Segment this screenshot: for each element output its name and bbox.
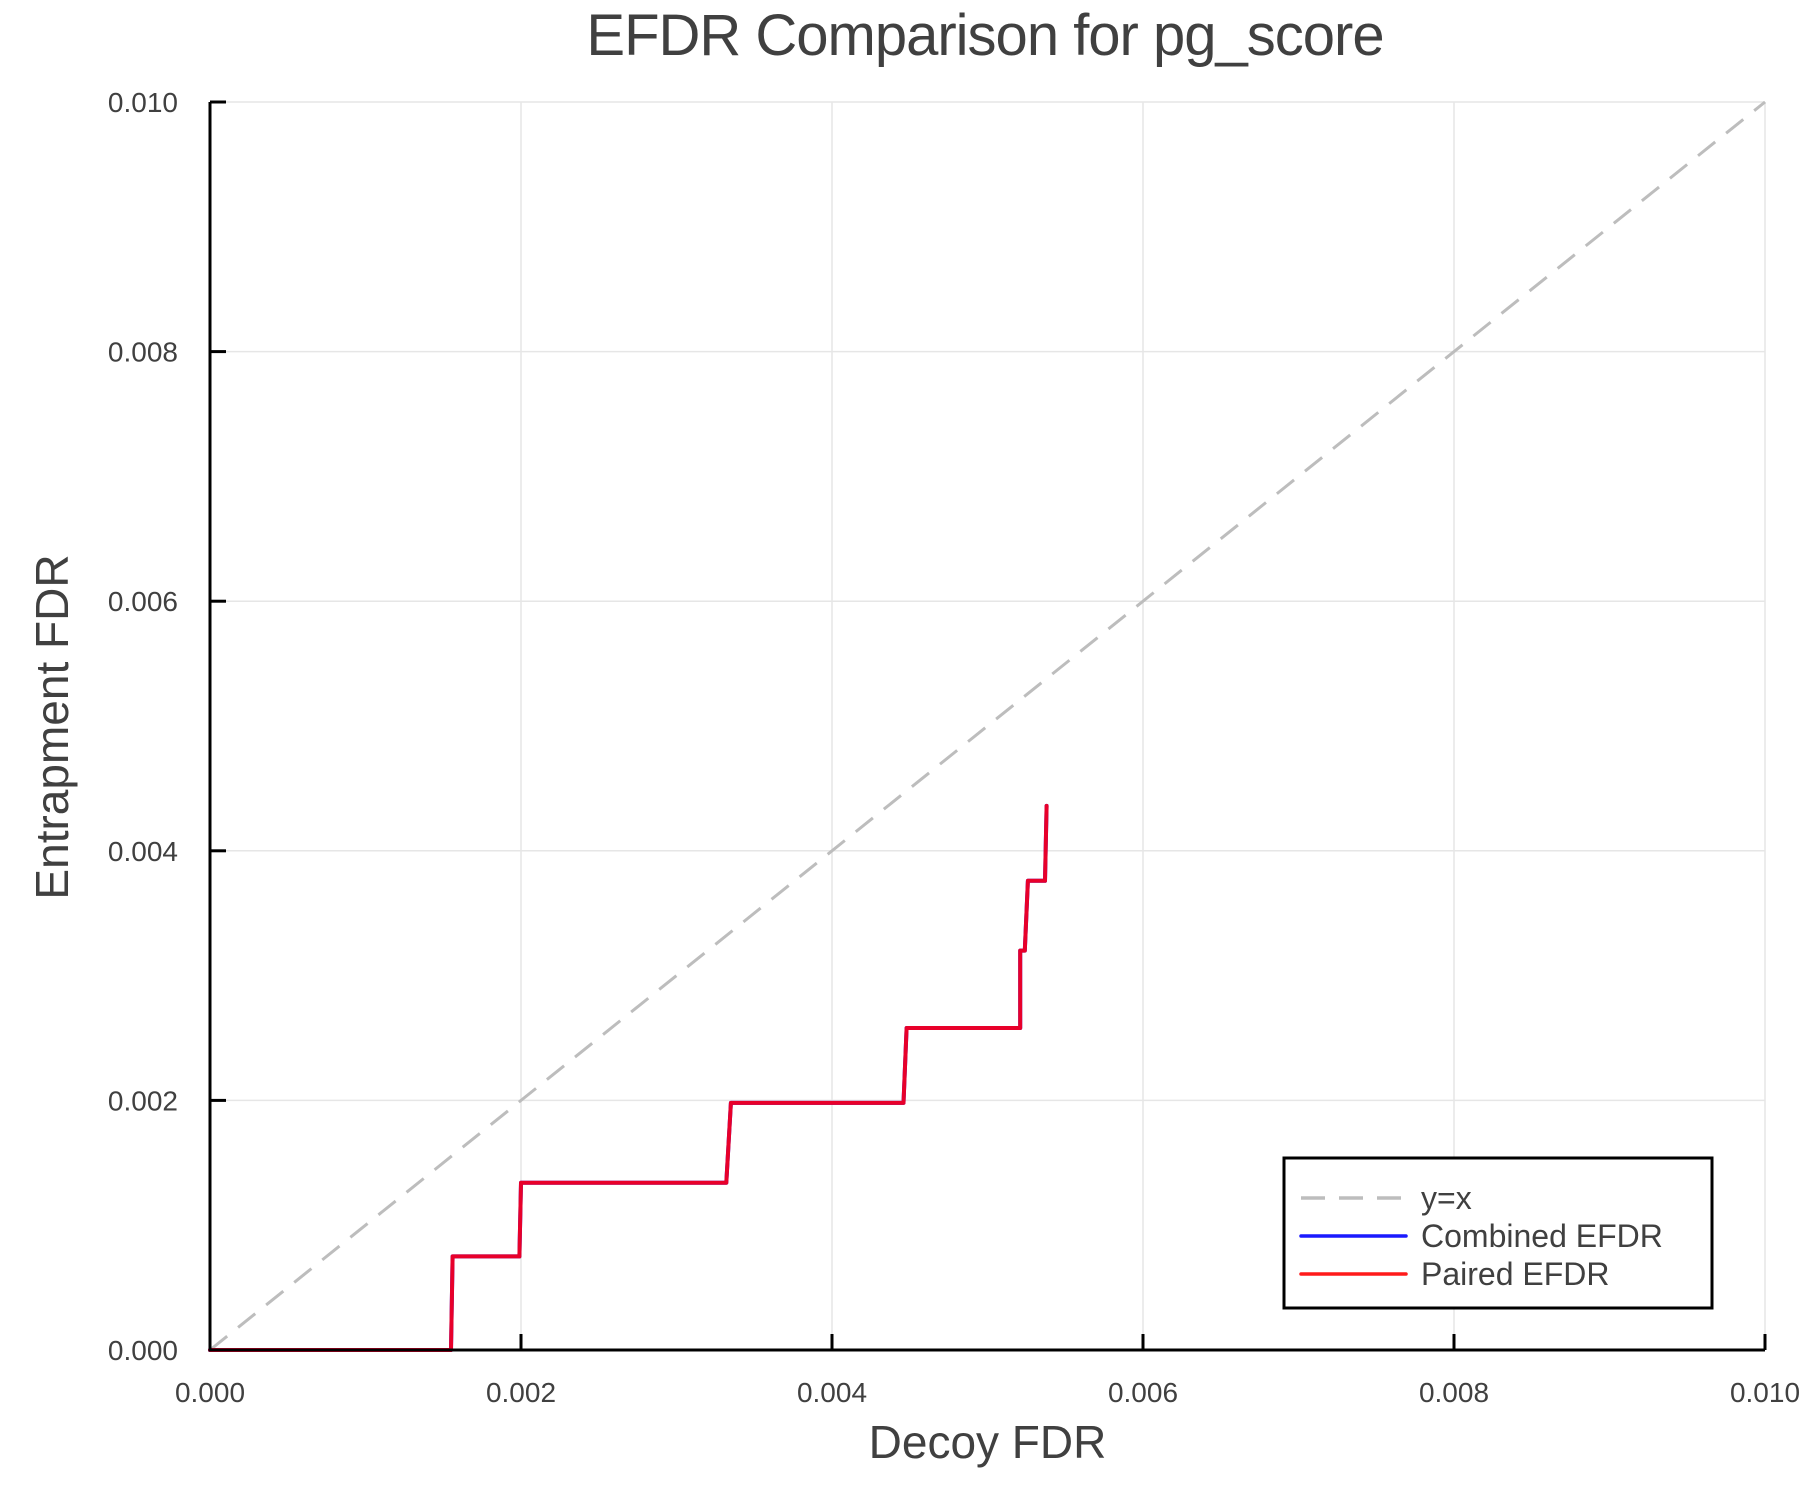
x-tick-label: 0.008 (1419, 1377, 1489, 1408)
y-tick-label: 0.000 (108, 1335, 178, 1366)
legend-label: y=x (1421, 1180, 1472, 1216)
y-tick-label: 0.004 (108, 836, 178, 867)
x-tick-label: 0.002 (486, 1377, 556, 1408)
axes (208, 100, 1767, 1352)
y-tick-label: 0.006 (108, 586, 178, 617)
x-axis-label: Decoy FDR (868, 1416, 1107, 1468)
y-tick-label: 0.010 (108, 87, 178, 118)
y-tick-label: 0.002 (108, 1085, 178, 1116)
x-tick-label: 0.006 (1108, 1377, 1178, 1408)
y-tick-label: 0.008 (108, 337, 178, 368)
legend-label: Paired EFDR (1421, 1256, 1610, 1292)
x-tick-label: 0.010 (1730, 1377, 1800, 1408)
legend-box (1282, 1156, 1714, 1310)
data-series (208, 100, 1766, 1352)
series-paired-efdr (208, 803, 1049, 1352)
series-combined-efdr (208, 803, 1049, 1352)
tick-labels: 0.000 0.002 0.004 0.006 0.008 0.010 0.000 0.002… (108, 87, 1800, 1408)
x-tick-label: 0.004 (797, 1377, 867, 1408)
series-y-x (209, 100, 1766, 1352)
x-tick-label: 0.000 (175, 1377, 245, 1408)
chart-title: EFDR Comparison for pg_score (586, 3, 1384, 68)
legend-label: Combined EFDR (1421, 1218, 1663, 1254)
